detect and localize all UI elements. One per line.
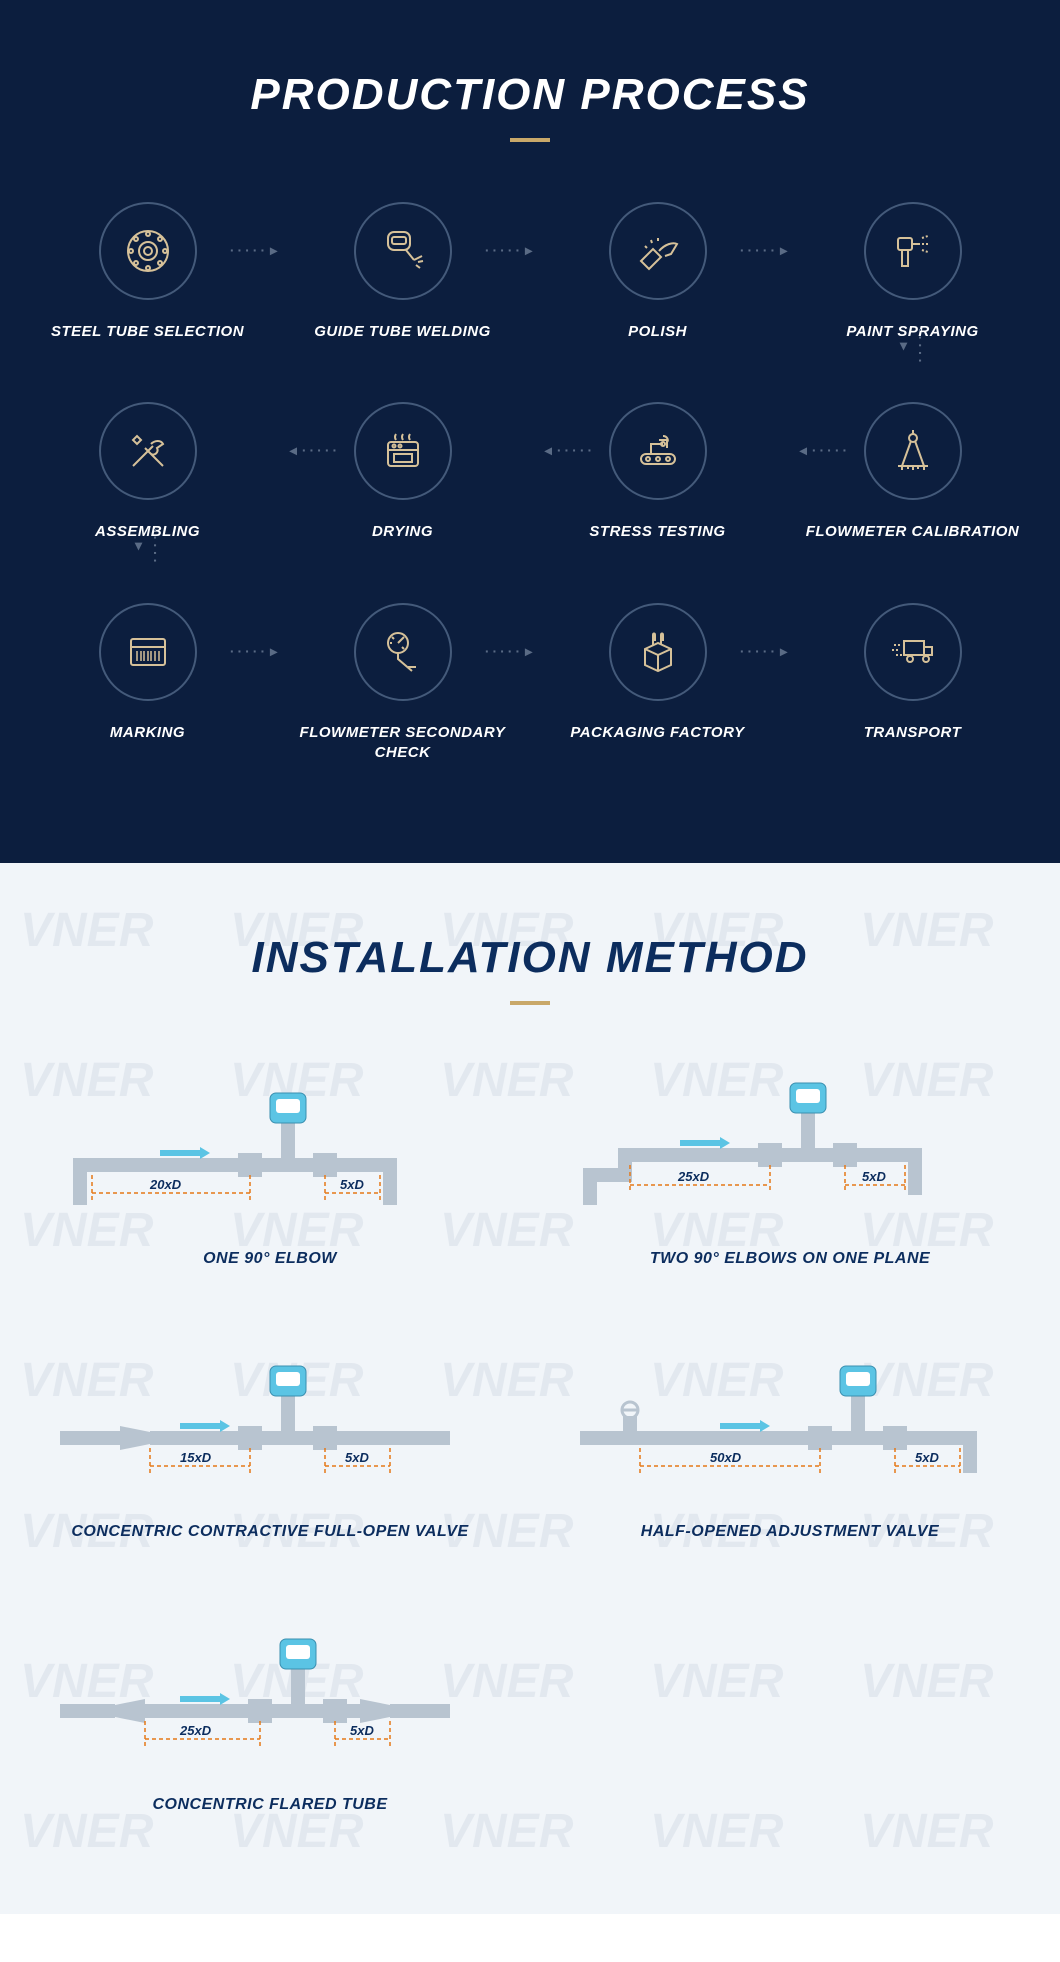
section-title: INSTALLATION METHOD bbox=[40, 933, 1020, 983]
install-label: HALF-OPENED ADJUSTMENT VALVE bbox=[560, 1523, 1020, 1541]
step-drying: DRYING ····· bbox=[295, 402, 510, 542]
connector-down: ····· bbox=[132, 517, 164, 577]
install-one-elbow: 20xD 5xD ONE 90° ELBOW bbox=[40, 1065, 500, 1268]
spray-icon bbox=[864, 202, 962, 300]
step-stress: STRESS TESTING ····· bbox=[550, 402, 765, 542]
truck-icon bbox=[864, 603, 962, 701]
production-process-section: PRODUCTION PROCESS STEEL TUBE SELECTION … bbox=[0, 0, 1060, 863]
install-label: ONE 90° ELBOW bbox=[40, 1250, 500, 1268]
step-label: GUIDE TUBE WELDING bbox=[295, 322, 510, 342]
installation-section: VNERVNERVNERVNERVNER VNERVNERVNERVNERVNE… bbox=[0, 863, 1060, 1914]
svg-text:25xD: 25xD bbox=[677, 1169, 710, 1184]
svg-text:50xD: 50xD bbox=[710, 1450, 742, 1465]
step-label: POLISH bbox=[550, 322, 765, 342]
tools-icon bbox=[99, 402, 197, 500]
install-two-elbows: 25xD 5xD TWO 90° ELBOWS ON ONE PLANE bbox=[560, 1065, 1020, 1268]
step-label: STRESS TESTING bbox=[550, 522, 765, 542]
svg-text:15xD: 15xD bbox=[180, 1450, 212, 1465]
title-underline bbox=[510, 1001, 550, 1005]
barcode-icon bbox=[99, 603, 197, 701]
step-label: MARKING bbox=[40, 723, 255, 743]
connector-down: ····· bbox=[897, 317, 929, 377]
install-valve: 50xD 5xD HALF-OPENED ADJUSTMENT VALVE bbox=[560, 1338, 1020, 1541]
install-grid: 20xD 5xD ONE 90° ELBOW 25xD bbox=[40, 1065, 1020, 1814]
bearing-icon bbox=[99, 202, 197, 300]
install-reducer: 15xD 5xD CONCENTRIC CONTRACTIVE FULL-OPE… bbox=[40, 1338, 500, 1541]
svg-text:20xD: 20xD bbox=[149, 1177, 182, 1192]
step-label: DRYING bbox=[295, 522, 510, 542]
svg-text:5xD: 5xD bbox=[345, 1450, 369, 1465]
install-label: TWO 90° ELBOWS ON ONE PLANE bbox=[560, 1250, 1020, 1268]
compass-icon bbox=[864, 402, 962, 500]
svg-text:5xD: 5xD bbox=[340, 1177, 364, 1192]
install-expander: 25xD 5xD CONCENTRIC FLARED TUBE bbox=[40, 1611, 500, 1814]
polish-icon bbox=[609, 202, 707, 300]
step-transport: TRANSPORT bbox=[805, 603, 1020, 764]
svg-text:5xD: 5xD bbox=[915, 1450, 939, 1465]
connector-left: ····· bbox=[475, 442, 595, 459]
step-label: FLOWMETER CALIBRATION bbox=[805, 522, 1020, 542]
title-underline bbox=[510, 138, 550, 142]
oven-icon bbox=[354, 402, 452, 500]
install-label: CONCENTRIC CONTRACTIVE FULL-OPEN VALVE bbox=[40, 1523, 500, 1541]
step-polish: POLISH ····· bbox=[550, 202, 765, 342]
install-label: CONCENTRIC FLARED TUBE bbox=[40, 1796, 500, 1814]
step-label: TRANSPORT bbox=[805, 723, 1020, 743]
process-grid: STEEL TUBE SELECTION ····· GUIDE TUBE WE… bbox=[40, 202, 1020, 763]
step-assembling: ASSEMBLING ····· bbox=[40, 402, 255, 542]
section-title: PRODUCTION PROCESS bbox=[40, 70, 1020, 120]
step-label: STEEL TUBE SELECTION bbox=[40, 322, 255, 342]
connector-left: ····· bbox=[220, 442, 340, 459]
step-marking: MARKING ····· bbox=[40, 603, 255, 764]
step-label: FLOWMETER SECONDARY CHECK bbox=[295, 723, 510, 764]
svg-text:25xD: 25xD bbox=[179, 1723, 212, 1738]
step-welding: GUIDE TUBE WELDING ····· bbox=[295, 202, 510, 342]
connector-left: ····· bbox=[730, 442, 850, 459]
welder-icon bbox=[354, 202, 452, 300]
step-label: PACKAGING FACTORY bbox=[550, 723, 765, 743]
conveyor-icon bbox=[609, 402, 707, 500]
svg-text:5xD: 5xD bbox=[350, 1723, 374, 1738]
package-icon bbox=[609, 603, 707, 701]
step-secondary-check: FLOWMETER SECONDARY CHECK ····· bbox=[295, 603, 510, 764]
gauge-icon bbox=[354, 603, 452, 701]
step-steel-tube: STEEL TUBE SELECTION ····· bbox=[40, 202, 255, 342]
svg-text:5xD: 5xD bbox=[862, 1169, 886, 1184]
step-packaging: PACKAGING FACTORY ····· bbox=[550, 603, 765, 764]
step-calibration: FLOWMETER CALIBRATION ····· bbox=[805, 402, 1020, 542]
step-paint: PAINT SPRAYING ····· bbox=[805, 202, 1020, 342]
